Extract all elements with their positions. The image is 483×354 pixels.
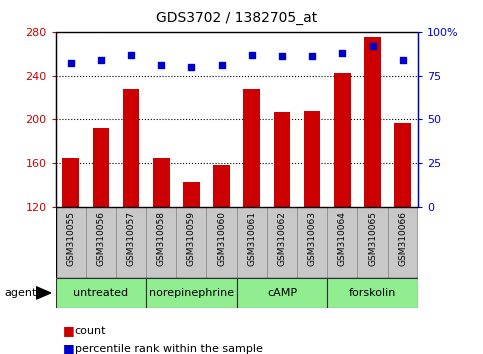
Text: GSM310057: GSM310057 xyxy=(127,211,136,267)
Bar xyxy=(243,89,260,207)
Bar xyxy=(327,278,418,308)
Bar xyxy=(357,207,388,278)
Text: agent: agent xyxy=(5,288,37,298)
Text: count: count xyxy=(75,326,106,336)
Point xyxy=(67,61,74,66)
Point xyxy=(97,57,105,63)
Point xyxy=(127,52,135,57)
Bar xyxy=(183,182,199,207)
Bar xyxy=(56,278,146,308)
Text: untreated: untreated xyxy=(73,288,128,298)
Bar xyxy=(207,207,237,278)
Text: cAMP: cAMP xyxy=(267,288,297,298)
Bar xyxy=(56,207,86,278)
Text: GDS3702 / 1382705_at: GDS3702 / 1382705_at xyxy=(156,11,317,25)
Text: ■: ■ xyxy=(63,325,74,337)
Bar xyxy=(123,89,139,207)
Bar xyxy=(62,158,79,207)
Polygon shape xyxy=(36,287,51,299)
Bar xyxy=(176,207,207,278)
Point xyxy=(187,64,195,70)
Text: GSM310058: GSM310058 xyxy=(156,211,166,267)
Text: norepinephrine: norepinephrine xyxy=(149,288,234,298)
Point xyxy=(339,50,346,56)
Text: GSM310056: GSM310056 xyxy=(96,211,105,267)
Bar xyxy=(213,165,230,207)
Text: GSM310064: GSM310064 xyxy=(338,211,347,267)
Text: GSM310059: GSM310059 xyxy=(187,211,196,267)
Bar xyxy=(304,111,320,207)
Point xyxy=(218,62,226,68)
Bar xyxy=(267,207,297,278)
Text: GSM310055: GSM310055 xyxy=(66,211,75,267)
Text: percentile rank within the sample: percentile rank within the sample xyxy=(75,344,263,354)
Point xyxy=(248,52,256,57)
Bar xyxy=(297,207,327,278)
Text: GSM310066: GSM310066 xyxy=(398,211,407,267)
Point xyxy=(157,62,165,68)
Bar xyxy=(395,123,411,207)
Point xyxy=(308,53,316,59)
Bar xyxy=(274,112,290,207)
Point xyxy=(399,57,407,63)
Text: ■: ■ xyxy=(63,342,74,354)
Bar xyxy=(86,207,116,278)
Bar xyxy=(146,278,237,308)
Bar xyxy=(116,207,146,278)
Bar xyxy=(388,207,418,278)
Text: forskolin: forskolin xyxy=(349,288,396,298)
Bar xyxy=(153,158,170,207)
Text: GSM310063: GSM310063 xyxy=(308,211,317,267)
Text: GSM310061: GSM310061 xyxy=(247,211,256,267)
Text: GSM310065: GSM310065 xyxy=(368,211,377,267)
Bar xyxy=(327,207,357,278)
Bar xyxy=(334,74,351,207)
Bar xyxy=(364,37,381,207)
Bar xyxy=(146,207,176,278)
Bar xyxy=(237,278,327,308)
Text: GSM310060: GSM310060 xyxy=(217,211,226,267)
Point xyxy=(278,53,286,59)
Text: GSM310062: GSM310062 xyxy=(277,211,286,267)
Point xyxy=(369,43,376,49)
Bar xyxy=(237,207,267,278)
Bar xyxy=(93,128,109,207)
